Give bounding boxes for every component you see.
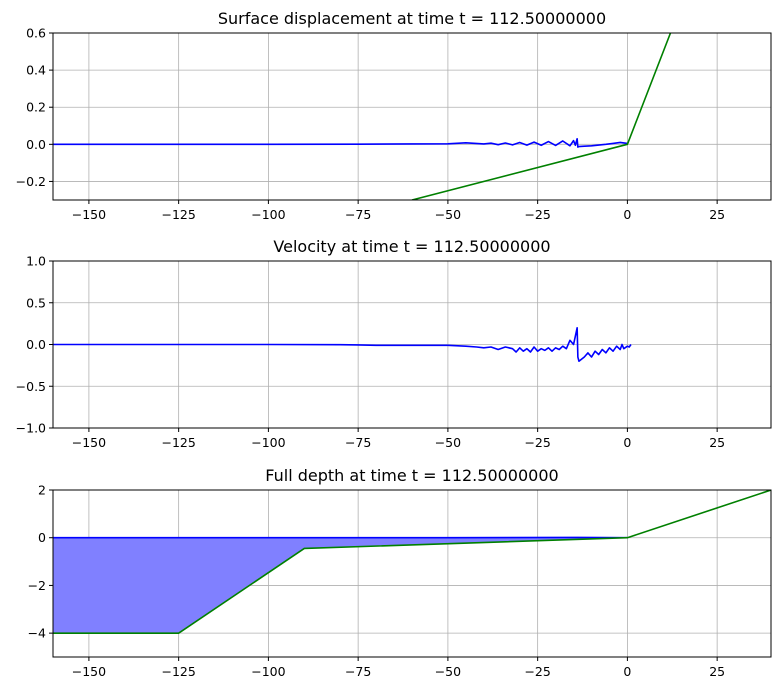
velocity-x-tick-label: 0 xyxy=(623,435,631,450)
depth-y-tick-label: 2 xyxy=(38,483,46,498)
velocity-panel: Velocity at time t = 112.50000000 −150 −1… xyxy=(16,237,771,450)
velocity-x-tick-label: −125 xyxy=(161,435,195,450)
velocity-x-tick-label: −25 xyxy=(524,435,550,450)
full-depth-panel: Full depth at time t = 112.50000000 −150… xyxy=(28,466,771,679)
velocity-title: Velocity at time t = 112.50000000 xyxy=(273,237,550,256)
displacement-x-tick-label: −75 xyxy=(345,207,371,222)
depth-y-tick-label: 0 xyxy=(38,530,46,545)
displacement-y-tick-label: 0.6 xyxy=(26,26,46,41)
displacement-x-tick-label: −150 xyxy=(72,207,106,222)
displacement-y-tick-label: −0.2 xyxy=(16,174,46,189)
depth-y-tick-label: −4 xyxy=(28,626,46,641)
surface-displacement-panel: Surface displacement at time t = 112.500… xyxy=(16,9,771,222)
surface-displacement-title: Surface displacement at time t = 112.500… xyxy=(218,9,606,28)
depth-x-tick-label: 25 xyxy=(709,664,725,679)
depth-x-tick-label: −75 xyxy=(345,664,371,679)
velocity-y-tick-label: −0.5 xyxy=(16,379,46,394)
depth-x-tick-label: −125 xyxy=(161,664,195,679)
depth-x-tick-label: −25 xyxy=(524,664,550,679)
depth-x-tick-label: −150 xyxy=(72,664,106,679)
displacement-plot-area xyxy=(53,33,771,200)
displacement-x-tick-label: 25 xyxy=(709,207,725,222)
velocity-x-tick-label: 25 xyxy=(709,435,725,450)
velocity-x-tick-label: −75 xyxy=(345,435,371,450)
displacement-x-tick-label: −100 xyxy=(251,207,285,222)
velocity-x-tick-label: −50 xyxy=(435,435,461,450)
velocity-x-tick-label: −100 xyxy=(251,435,285,450)
velocity-y-tick-label: 0.5 xyxy=(26,295,46,310)
displacement-y-tick-label: 0.4 xyxy=(26,63,46,78)
depth-x-tick-label: 0 xyxy=(623,664,631,679)
displacement-y-tick-label: 0.2 xyxy=(26,100,46,115)
displacement-x-tick-label: −50 xyxy=(435,207,461,222)
velocity-y-tick-label: 0.0 xyxy=(26,337,46,352)
displacement-x-tick-label: −125 xyxy=(161,207,195,222)
full-depth-title: Full depth at time t = 112.50000000 xyxy=(265,466,558,485)
velocity-y-tick-label: −1.0 xyxy=(16,421,46,436)
depth-y-tick-label: −2 xyxy=(28,578,46,593)
displacement-x-tick-label: 0 xyxy=(623,207,631,222)
depth-x-tick-label: −100 xyxy=(251,664,285,679)
displacement-y-tick-label: 0.0 xyxy=(26,137,46,152)
velocity-x-tick-label: −150 xyxy=(72,435,106,450)
velocity-y-tick-label: 1.0 xyxy=(26,254,46,269)
displacement-x-tick-label: −25 xyxy=(524,207,550,222)
depth-x-tick-label: −50 xyxy=(435,664,461,679)
